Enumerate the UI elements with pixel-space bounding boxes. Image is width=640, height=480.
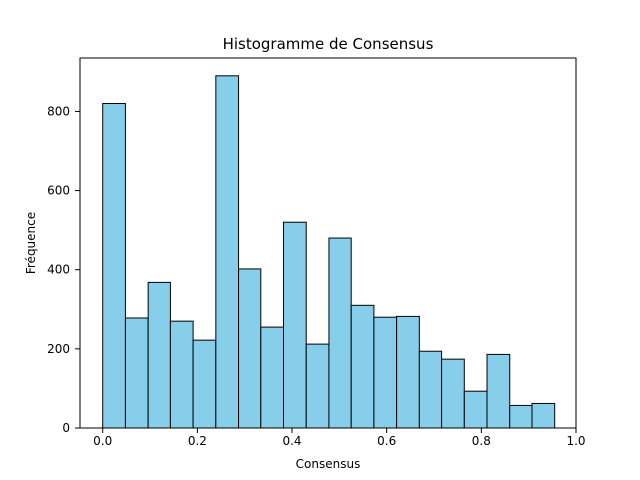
histogram-bar-12	[350, 304, 375, 429]
x-tick-label-2: 0.4	[282, 434, 301, 448]
histogram-bar-4	[169, 320, 194, 429]
histogram-bar-9	[283, 221, 307, 429]
x-tick-label-4: 0.8	[472, 434, 491, 448]
histogram-bar-3	[147, 281, 171, 429]
x-tick-label-1: 0.2	[188, 434, 207, 448]
x-tick-label-5: 1.0	[566, 434, 585, 448]
y-tick-label-2: 400	[47, 263, 70, 277]
y-tick-label-1: 200	[47, 342, 70, 356]
histogram-bar-13	[373, 316, 398, 429]
histogram-bar-16	[441, 358, 465, 429]
histogram-bar-6	[215, 75, 240, 429]
bars-layer	[102, 75, 556, 429]
histogram-bar-14	[396, 315, 420, 429]
histogram-bar-7	[238, 268, 262, 429]
histogram-bar-2	[124, 317, 149, 429]
y-tick-label-0: 0	[62, 421, 70, 435]
y-tick-label-3: 600	[47, 184, 70, 198]
x-tick-label-0: 0.0	[93, 434, 112, 448]
chart-title: Histogramme de Consensus	[223, 35, 434, 53]
x-tick-label-3: 0.6	[377, 434, 396, 448]
histogram-bar-1	[102, 103, 126, 429]
histogram-bar-5	[192, 339, 217, 429]
histogram-bar-19	[509, 404, 533, 429]
histogram-bar-15	[418, 350, 443, 429]
ticks-layer: 0.0 0.2 0.4 0.6 0.8 1.0 0 200 400 600 800	[47, 104, 585, 448]
plot-frame	[79, 57, 577, 429]
y-tick-label-4: 800	[47, 104, 70, 118]
y-axis-label: Fréquence	[24, 212, 38, 274]
histogram-bar-17	[463, 390, 488, 429]
histogram-bar-20	[531, 402, 556, 429]
histogram-bar-18	[486, 353, 511, 429]
histogram-bar-8	[260, 326, 285, 429]
histogram-bar-10	[305, 343, 330, 429]
x-axis-label: Consensus	[296, 457, 361, 471]
histogram-bar-11	[328, 237, 352, 429]
